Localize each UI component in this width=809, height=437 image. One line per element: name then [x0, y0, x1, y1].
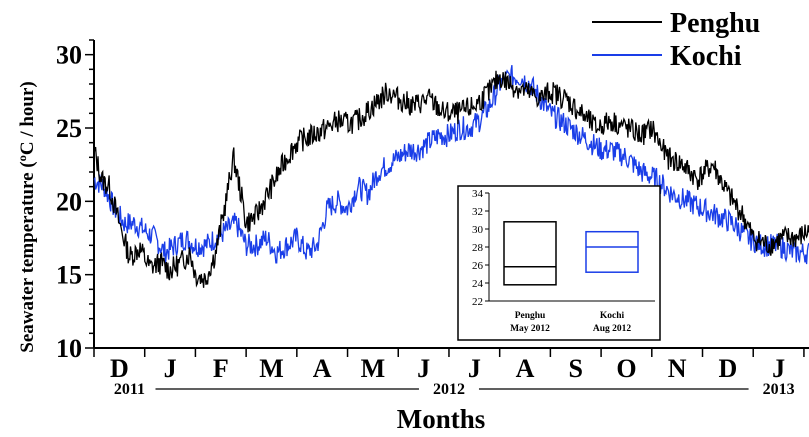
inset-boxplot: 22 24 26 28 30 32 34 Penghu May 2012 Kochi Aug 201…: [457, 185, 661, 341]
inset-box-kochi: [585, 230, 639, 273]
y-axis-label: Seawater temperature (ºC / hour): [17, 81, 38, 353]
inset-y-tick-label: 34: [472, 188, 484, 200]
inset-frame: [457, 185, 661, 341]
series-layer: [93, 64, 809, 288]
x-month-label: N: [668, 354, 687, 383]
x-month-label: D: [718, 354, 737, 383]
inset-y-tick-label: 28: [472, 242, 484, 254]
inset-box-penghu: [503, 221, 557, 286]
x-month-label: O: [616, 354, 636, 383]
x-month-label: A: [313, 354, 332, 383]
x-axis-label: Months: [397, 404, 486, 434]
x-month-label: S: [569, 354, 583, 383]
inset-box-sublabel: May 2012: [510, 324, 550, 334]
year-label: 2013: [763, 381, 795, 398]
series-line-kochi: [93, 64, 809, 265]
y-tick-label: 30: [56, 41, 82, 70]
y-tick-label: 25: [56, 114, 82, 143]
inset-y-tick-label: 30: [472, 224, 484, 236]
legend-label: Penghu: [670, 8, 760, 39]
inset-box-label: Kochi: [600, 311, 625, 321]
y-tick-label: 20: [56, 187, 82, 216]
inset-y-tick-label: 26: [472, 260, 484, 272]
x-month-label: M: [259, 354, 284, 383]
inset-box-label: Penghu: [515, 311, 546, 321]
inset-y-tick-label: 24: [472, 278, 484, 290]
x-month-label: J: [772, 354, 785, 383]
x-month-label: J: [468, 354, 481, 383]
x-month-label: D: [110, 354, 129, 383]
year-label: 2011: [114, 381, 145, 398]
legend-label: Kochi: [670, 41, 742, 72]
inset-y-tick-label: 22: [472, 296, 483, 308]
year-label: 2012: [433, 381, 465, 398]
series-line-penghu: [93, 70, 809, 288]
x-month-label: A: [516, 354, 535, 383]
x-month-label: J: [164, 354, 177, 383]
y-tick-label: 15: [56, 261, 82, 290]
x-month-label: F: [213, 354, 229, 383]
x-month-label: M: [361, 354, 386, 383]
inset-box-sublabel: Aug 2012: [593, 324, 632, 334]
inset-y-tick-label: 32: [472, 206, 483, 218]
y-tick-label: 10: [56, 334, 82, 363]
x-month-label: J: [417, 354, 430, 383]
